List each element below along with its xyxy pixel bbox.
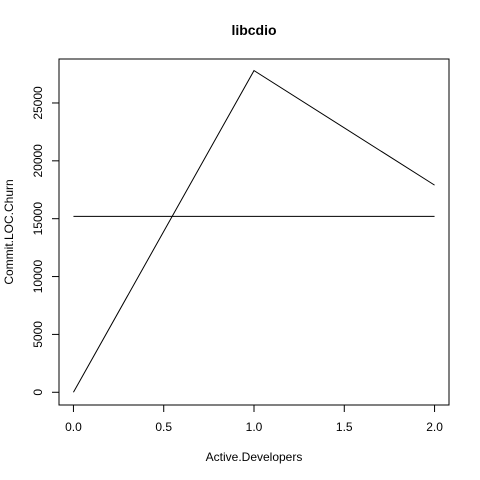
y-axis-label: Commit.LOC.Churn [2,179,16,284]
series-group [73,69,435,393]
chart-title: libcdio [231,22,276,38]
x-tick-label: 2.0 [426,420,443,434]
y-axis: 0 5000 10000 15000 20000 25000 [31,86,60,396]
x-axis-label: Active.Developers [206,450,303,464]
y-tick-label: 15000 [31,202,45,236]
y-tick-label: 20000 [31,144,45,178]
series-line-1 [73,69,435,393]
x-tick-label: 0.5 [155,420,172,434]
y-tick-label: 10000 [31,260,45,294]
x-tick-label: 1.5 [336,420,353,434]
y-tick-label: 5000 [31,321,45,348]
y-tick-label: 25000 [31,86,45,120]
x-tick-label: 1.0 [246,420,263,434]
x-axis: 0.0 0.5 1.0 1.5 2.0 [65,404,443,434]
x-tick-label: 0.0 [65,420,82,434]
y-tick-label: 0 [31,389,45,396]
